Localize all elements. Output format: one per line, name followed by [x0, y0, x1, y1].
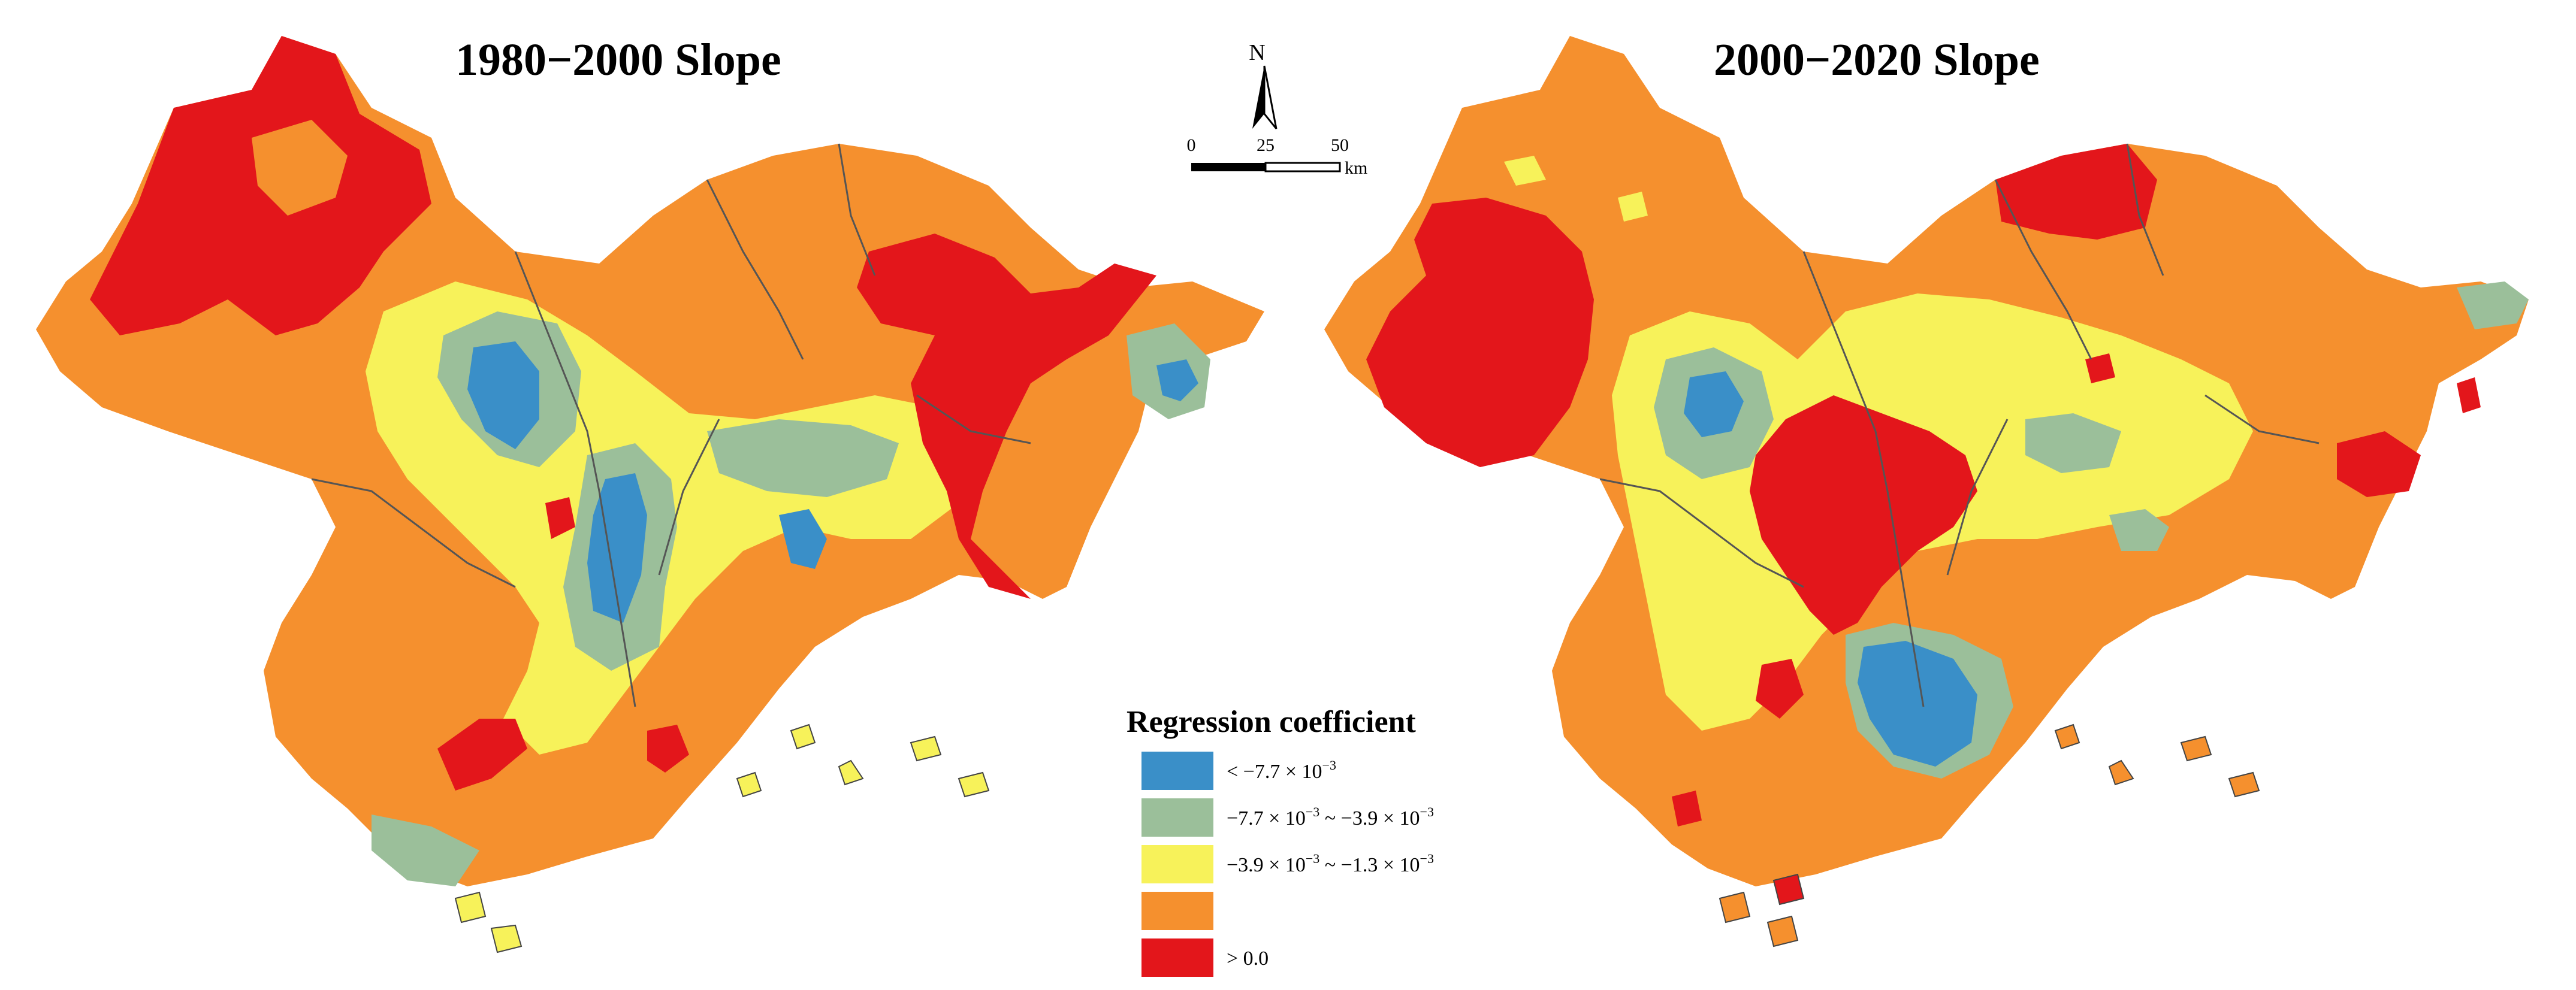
admin-boundary [1599, 143, 2320, 707]
scale-tick-0: 0 [1187, 135, 1196, 155]
region-blue-south [1858, 641, 1977, 767]
legend-label-0: < −7.7 × 10−3 [1227, 758, 1336, 783]
scale-bar: 0 25 50 km [1187, 135, 1368, 178]
scale-tick-50: 50 [1331, 135, 1349, 155]
region-blue-upper [467, 341, 539, 449]
region-green-east [2025, 413, 2121, 473]
region-orange-nw-island [252, 120, 348, 216]
map-1980-2000 [36, 36, 1264, 953]
legend-swatch-2 [1141, 845, 1213, 883]
north-arrow: N [1249, 40, 1278, 129]
legend-label-1: −7.7 × 10−3 ~ −3.9 × 10−3 [1227, 804, 1434, 829]
north-label: N [1249, 40, 1265, 65]
region-yellow-north [1504, 156, 1546, 186]
region-red-east [857, 234, 1156, 599]
region-red-mid [545, 497, 575, 539]
region-blue-ne [1156, 359, 1198, 401]
scale-tick-25: 25 [1257, 135, 1275, 155]
legend-swatch-4 [1141, 938, 1213, 977]
admin-boundary [311, 143, 1031, 707]
region-red-west [1366, 198, 1594, 467]
panel-title-right: 2000−2020 Slope [1714, 35, 2040, 85]
legend-title: Regression coefficient [1127, 705, 1416, 739]
region-red-east [2337, 431, 2421, 497]
region-red-sw [1756, 659, 1804, 719]
region-blue-east [779, 509, 827, 569]
region-green-ne [2457, 281, 2529, 329]
region-yellow-north2 [1618, 192, 1648, 222]
islands [1719, 723, 2260, 947]
region-blue-west [1684, 371, 1744, 437]
islands [454, 723, 990, 953]
legend-label-4: > 0.0 [1227, 947, 1269, 970]
region-red-east2 [2457, 377, 2481, 413]
panel-title-left: 1980−2000 Slope [455, 35, 781, 85]
region-green-southwest [372, 815, 479, 886]
legend: Regression coefficient < −7.7 × 10−3 −7.7… [1127, 705, 1434, 977]
region-red-center [1750, 395, 1977, 635]
region-red-sw2 [1672, 791, 1702, 826]
legend-swatch-0 [1141, 752, 1213, 790]
legend-label-2: −3.9 × 10−3 ~ −1.3 × 10−3 [1227, 851, 1434, 876]
region-red-mid [2085, 353, 2115, 383]
region-green-east2 [2109, 509, 2169, 551]
legend-swatch-3 [1141, 892, 1213, 930]
legend-swatch-1 [1141, 798, 1213, 837]
region-red-southeast [647, 725, 689, 773]
region-red-south [437, 719, 527, 791]
scale-unit: km [1345, 158, 1367, 178]
map-2000-2020 [1324, 36, 2529, 947]
region-red-north [1995, 144, 2157, 240]
region-green-east [707, 419, 899, 497]
islands-red [1772, 873, 1805, 906]
